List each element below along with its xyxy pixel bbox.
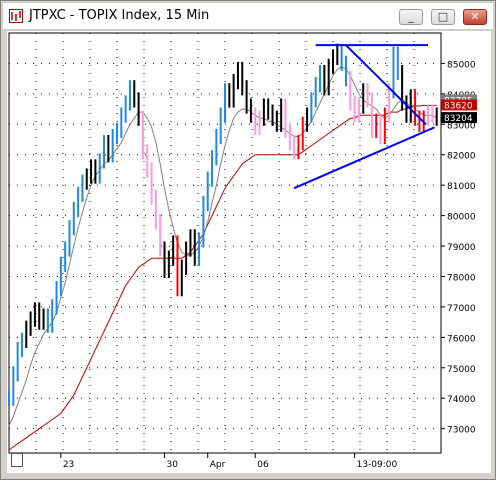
y-tick-label: 80000 — [447, 213, 476, 223]
chart-area[interactable]: 8500084000830008200081000800007900078000… — [7, 31, 491, 473]
price-label: 83204 — [444, 114, 473, 124]
x-tick-label: 13-09:00 — [357, 460, 398, 470]
trendline — [345, 44, 427, 126]
y-tick-label: 75000 — [447, 365, 476, 375]
y-tick-label: 76000 — [447, 334, 476, 344]
x-tick-label: 23 — [63, 460, 74, 470]
x-tick-label: 06 — [257, 460, 269, 470]
y-tick-label: 73000 — [447, 426, 476, 436]
y-tick-label: 82000 — [447, 152, 476, 162]
maximize-button[interactable]: □ — [431, 9, 455, 25]
y-tick-label: 79000 — [447, 243, 476, 253]
price-label-box — [441, 99, 477, 111]
price-chart[interactable]: 8500084000830008200081000800007900078000… — [7, 31, 491, 473]
y-tick-label: 77000 — [447, 304, 476, 314]
price-label-box — [441, 112, 477, 124]
y-tick-label: 74000 — [447, 395, 476, 405]
close-button[interactable]: ✕ — [463, 9, 487, 25]
fast-moving-average-line — [8, 65, 437, 426]
y-tick-label: 81000 — [447, 182, 476, 192]
y-tick-label: 85000 — [447, 60, 476, 70]
minimize-button[interactable]: _ — [399, 9, 423, 25]
x-tick-label: 30 — [167, 460, 179, 470]
slow-moving-average-line — [8, 104, 437, 451]
y-tick-label: 78000 — [447, 273, 476, 283]
chart-scroll-handle[interactable] — [11, 453, 23, 467]
chart-app-icon — [9, 9, 23, 23]
trendline — [293, 126, 435, 190]
window-title: JTPXC - TOPIX Index, 15 Min — [29, 8, 210, 23]
y-tick-label: 83000 — [447, 121, 476, 131]
title-bar[interactable]: JTPXC - TOPIX Index, 15 Min _ □ ✕ — [3, 3, 493, 30]
price-label: 83620 — [444, 101, 473, 111]
x-tick-label: Apr — [210, 460, 226, 470]
